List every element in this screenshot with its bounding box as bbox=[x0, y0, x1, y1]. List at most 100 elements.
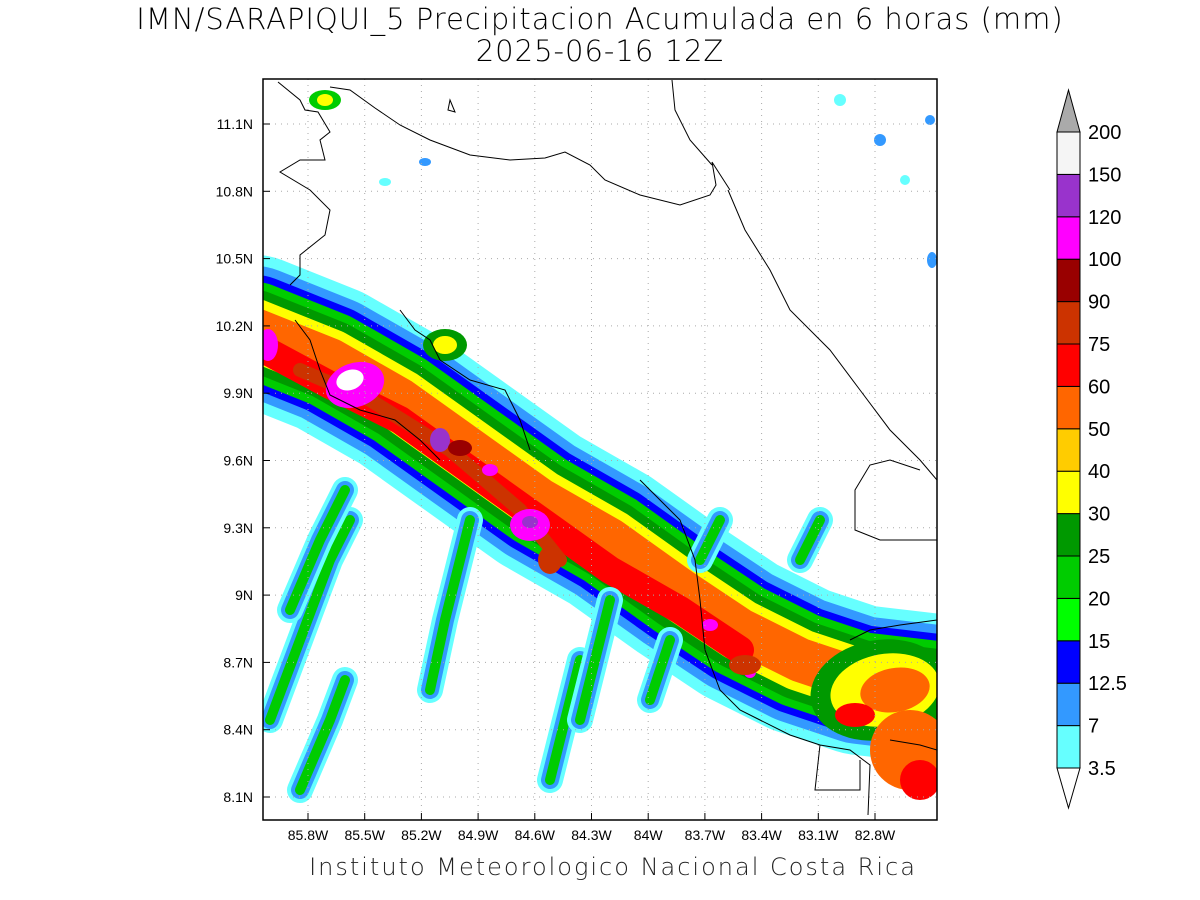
map-grid bbox=[263, 79, 937, 820]
rain-core-150 bbox=[522, 516, 538, 528]
colorbar-label: 15 bbox=[1088, 631, 1110, 653]
coastline bbox=[814, 744, 861, 791]
precipitation-field bbox=[263, 90, 937, 803]
lat-tick-label: 10.8N bbox=[216, 183, 253, 199]
rain-streak bbox=[695, 515, 725, 565]
rain-cell bbox=[874, 134, 886, 146]
lon-tick-label: 84.6W bbox=[515, 827, 556, 843]
rain-core-120 bbox=[263, 329, 278, 361]
lat-tick-label: 8.1N bbox=[223, 789, 253, 805]
map-title: IMN/SARAPIQUI_5 Precipitacion Acumulada … bbox=[136, 2, 1064, 36]
rain-cell bbox=[419, 158, 431, 166]
rain-cell bbox=[834, 94, 846, 106]
colorbar-swatch bbox=[1056, 555, 1081, 599]
lon-tick-label: 84.3W bbox=[571, 827, 612, 843]
rain-core-200 bbox=[336, 369, 364, 391]
colorbar-swatch bbox=[1056, 258, 1081, 303]
colorbar-swatch bbox=[1056, 216, 1081, 260]
credit-text: Instituto Meteorologico Nacional Costa R… bbox=[309, 853, 917, 881]
lat-tick-label: 10.2N bbox=[216, 318, 253, 334]
lon-tick-label: 85.8W bbox=[288, 827, 329, 843]
colorbar-label: 150 bbox=[1088, 164, 1121, 186]
rain-cell bbox=[835, 703, 875, 727]
colorbar: 3.5 7 12.5 15 20 25 30 40 50 60 75 90 100 120 150 200 bbox=[1056, 88, 1127, 810]
colorbar-label: 75 bbox=[1088, 334, 1110, 356]
colorbar-swatch bbox=[1056, 513, 1081, 557]
lat-tick-label: 9N bbox=[235, 587, 253, 603]
colorbar-swatch bbox=[1056, 343, 1081, 387]
rain-streak bbox=[425, 515, 475, 695]
rain-streak bbox=[545, 655, 585, 785]
lon-tick-label: 83.7W bbox=[685, 827, 726, 843]
rain-streak bbox=[265, 515, 355, 725]
colorbar-label: 100 bbox=[1088, 249, 1121, 271]
coastline bbox=[727, 189, 937, 481]
rain-core-90 bbox=[729, 655, 761, 675]
coastline bbox=[849, 619, 937, 641]
colorbar-label: 90 bbox=[1088, 292, 1110, 314]
lat-tick-label: 8.4N bbox=[223, 722, 253, 738]
coastline bbox=[329, 86, 731, 206]
colorbar-swatch bbox=[1056, 131, 1081, 175]
rain-cell bbox=[860, 667, 930, 713]
coastline bbox=[447, 98, 456, 113]
rain-core-120 bbox=[482, 464, 498, 476]
lat-tick-label: 9.6N bbox=[223, 453, 253, 469]
colorbar-label: 30 bbox=[1088, 504, 1110, 526]
coastline bbox=[294, 319, 441, 461]
lon-tick-label: 83.1W bbox=[798, 827, 839, 843]
colorbar-swatch bbox=[1056, 173, 1081, 218]
map-subtitle: 2025-06-16 12Z bbox=[475, 34, 725, 68]
rain-cell bbox=[900, 175, 910, 185]
rain-streak bbox=[295, 675, 350, 795]
colorbar-label: 50 bbox=[1088, 419, 1110, 441]
colorbar-max-arrow bbox=[1056, 88, 1081, 133]
lon-tick-label: 84W bbox=[634, 827, 664, 843]
coastline bbox=[399, 309, 531, 451]
colorbar-label: 60 bbox=[1088, 376, 1110, 398]
rain-core-120 bbox=[702, 619, 718, 631]
colorbar-swatch bbox=[1056, 640, 1081, 684]
colorbar-label: 7 bbox=[1088, 716, 1099, 738]
lat-tick-label: 9.9N bbox=[223, 385, 253, 401]
colorbar-label: 40 bbox=[1088, 461, 1110, 483]
coastline bbox=[277, 81, 331, 286]
rain-cell bbox=[925, 115, 935, 125]
lat-tick-label: 9.3N bbox=[223, 520, 253, 536]
colorbar-label: 200 bbox=[1088, 122, 1121, 144]
lon-tick-label: 84.9W bbox=[458, 827, 499, 843]
map-frame bbox=[262, 78, 938, 821]
coastlines bbox=[277, 79, 937, 816]
lon-tick-label: 83.4W bbox=[741, 827, 782, 843]
lat-tick-label: 11.1N bbox=[217, 116, 253, 132]
colorbar-swatch bbox=[1056, 428, 1081, 472]
coastline bbox=[639, 479, 871, 816]
rain-cell bbox=[317, 94, 333, 106]
rain-streak bbox=[285, 485, 350, 615]
latitude-axis: 11.1N 10.8N 10.5N 10.2N 9.9N 9.6N 9.3N 9N 8.7N 8.… bbox=[216, 116, 270, 805]
rain-streak bbox=[645, 635, 675, 705]
colorbar-swatch bbox=[1056, 301, 1081, 345]
rain-core-150 bbox=[430, 428, 450, 452]
colorbar-label: 3.5 bbox=[1088, 758, 1116, 780]
colorbar-swatch bbox=[1056, 725, 1081, 769]
rain-streak bbox=[795, 515, 825, 565]
rain-cell bbox=[379, 178, 391, 186]
colorbar-swatch bbox=[1056, 385, 1081, 430]
colorbar-swatch bbox=[1056, 682, 1081, 727]
coastline bbox=[889, 739, 937, 751]
lat-tick-label: 8.7N bbox=[223, 654, 253, 670]
lat-tick-label: 10.5N bbox=[216, 251, 253, 267]
colorbar-swatch bbox=[1056, 597, 1081, 642]
colorbar-label: 120 bbox=[1088, 207, 1121, 229]
lon-tick-label: 82.8W bbox=[855, 827, 896, 843]
map-plot-area bbox=[263, 79, 937, 820]
longitude-axis: 85.8W 85.5W 85.2W 84.9W 84.6W 84.3W 84W 83.7W 83… bbox=[288, 813, 896, 843]
rain-core-100 bbox=[448, 440, 472, 456]
colorbar-label: 20 bbox=[1088, 588, 1110, 610]
lon-tick-label: 85.5W bbox=[344, 827, 385, 843]
coastline bbox=[671, 79, 713, 166]
colorbar-min-arrow bbox=[1056, 767, 1081, 810]
rain-core-90 bbox=[538, 546, 562, 574]
